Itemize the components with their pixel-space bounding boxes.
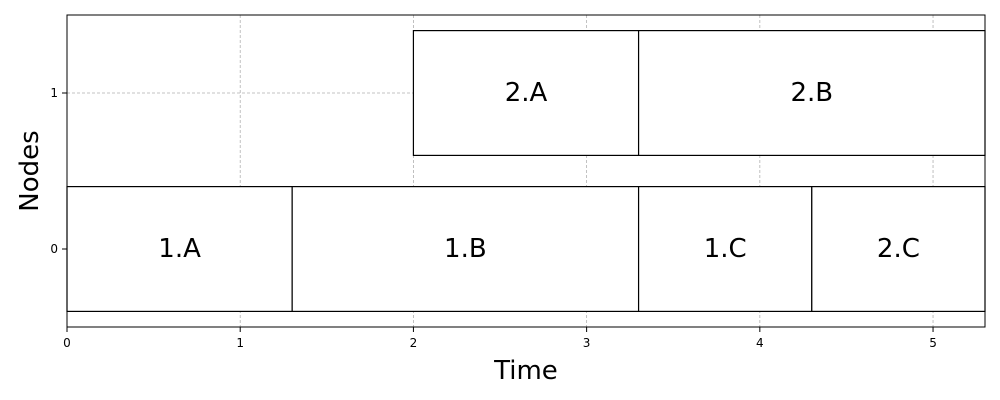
task-label: 1.B: [444, 234, 487, 264]
task-bar-2-c: [811, 186, 986, 313]
task-bars: 1.A 1.B 1.C 2.C 2.A 2.B: [66, 30, 986, 313]
task-bar-1-a: [66, 186, 293, 313]
x-tick-label: 2: [410, 336, 418, 350]
y-tick-label: 1: [50, 86, 58, 100]
task-label: 2.A: [505, 78, 548, 108]
x-tick-label: 0: [63, 336, 71, 350]
x-tick-label: 5: [929, 336, 937, 350]
y-tick-label: 0: [50, 242, 58, 256]
x-tick-label: 4: [756, 336, 764, 350]
task-label: 2.B: [790, 78, 833, 108]
axes-frame: [66, 14, 986, 328]
task-label: 2.C: [877, 234, 920, 264]
x-tick-label: 1: [236, 336, 244, 350]
y-axis-title: Nodes: [15, 130, 45, 211]
task-bar-2-a: [412, 30, 640, 157]
task-label: 1.A: [158, 234, 201, 264]
x-axis-title: Time: [493, 356, 558, 386]
task-bar-1-b: [291, 186, 640, 313]
axis-ticks: 0 1 2 3 4 5 0 1: [50, 86, 936, 350]
task-bar-2-b: [637, 30, 986, 157]
x-tick-label: 3: [583, 336, 591, 350]
task-bar-1-c: [637, 186, 813, 313]
task-label: 1.C: [704, 234, 747, 264]
